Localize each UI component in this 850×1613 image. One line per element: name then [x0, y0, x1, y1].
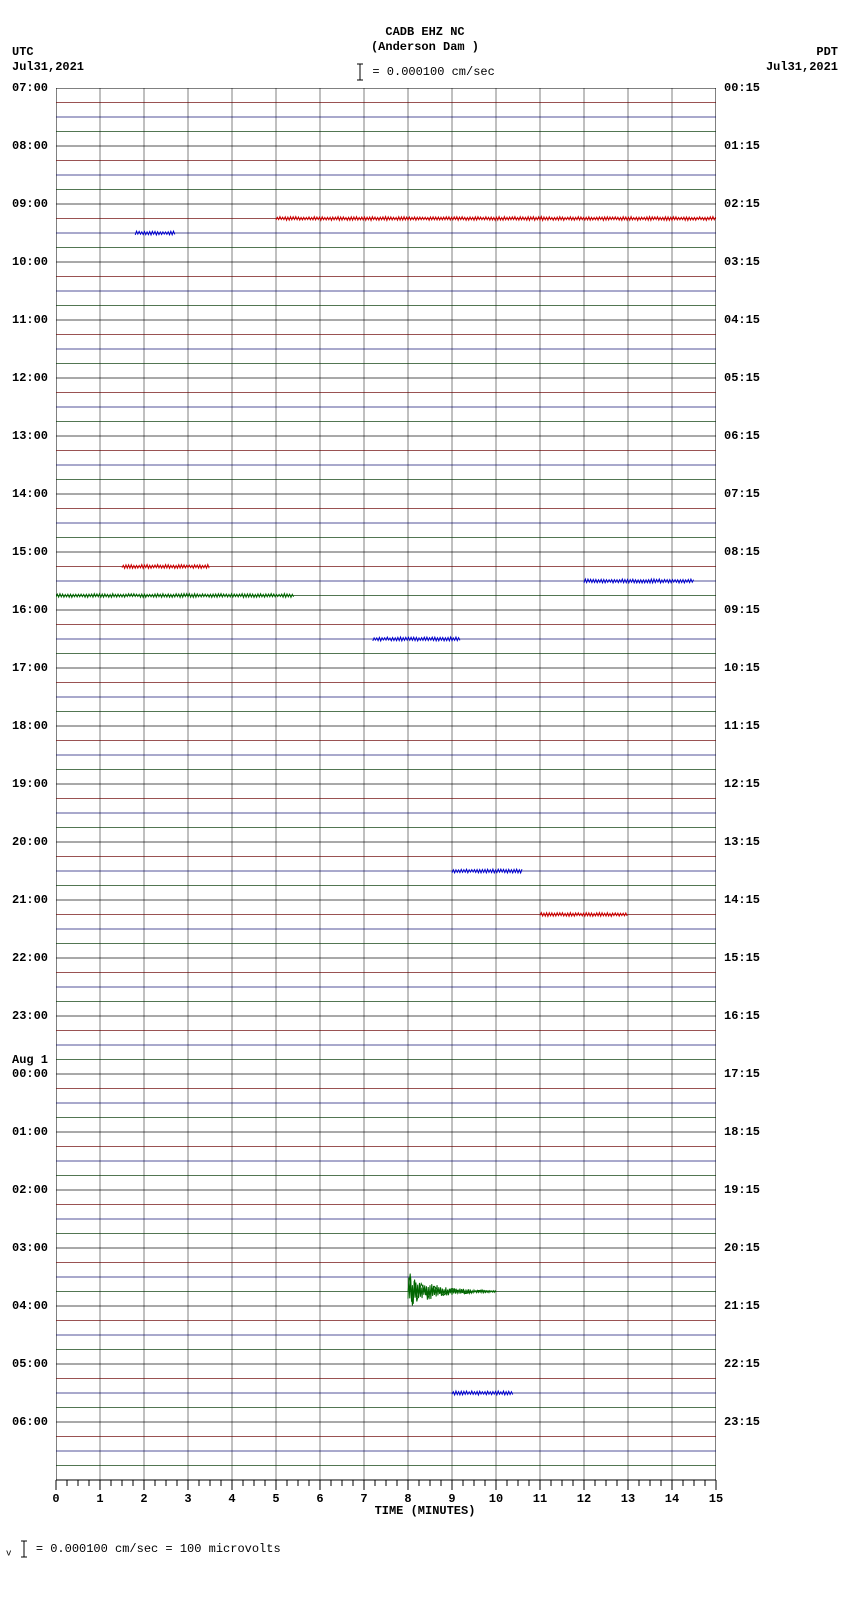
left-time-label: 15:00: [12, 545, 48, 559]
right-time-label: 00:15: [724, 81, 760, 95]
left-time-label: Aug 1: [12, 1053, 48, 1067]
right-time-label: 23:15: [724, 1415, 760, 1429]
station-title: CADB EHZ NC: [0, 25, 850, 39]
right-time-label: 17:15: [724, 1067, 760, 1081]
left-time-label: 13:00: [12, 429, 48, 443]
left-time-label: 16:00: [12, 603, 48, 617]
right-time-label: 04:15: [724, 313, 760, 327]
left-time-label: 11:00: [12, 313, 48, 327]
right-time-label: 21:15: [724, 1299, 760, 1313]
right-time-label: 03:15: [724, 255, 760, 269]
seismogram-page: CADB EHZ NC (Anderson Dam ) = 0.000100 c…: [0, 0, 850, 1613]
left-time-label: 21:00: [12, 893, 48, 907]
right-time-label: 19:15: [724, 1183, 760, 1197]
left-time-label: 17:00: [12, 661, 48, 675]
left-time-label: 02:00: [12, 1183, 48, 1197]
left-time-label: 23:00: [12, 1009, 48, 1023]
left-time-label: 05:00: [12, 1357, 48, 1371]
scale-label: = 0.000100 cm/sec: [372, 65, 494, 79]
left-time-label: 00:00: [12, 1067, 48, 1081]
right-time-label: 16:15: [724, 1009, 760, 1023]
footer-scale: v = 0.000100 cm/sec = 100 microvolts: [6, 1540, 281, 1559]
footer-small-v: v: [6, 1549, 11, 1559]
date-right-label: Jul31,2021: [766, 60, 838, 74]
scale-indicator: = 0.000100 cm/sec: [0, 63, 850, 81]
left-time-label: 04:00: [12, 1299, 48, 1313]
left-time-label: 09:00: [12, 197, 48, 211]
helicorder-plot: [56, 88, 716, 1480]
right-time-label: 07:15: [724, 487, 760, 501]
left-time-label: 20:00: [12, 835, 48, 849]
right-time-label: 14:15: [724, 893, 760, 907]
left-time-label: 01:00: [12, 1125, 48, 1139]
left-time-label: 22:00: [12, 951, 48, 965]
scale-bar-icon: [355, 63, 365, 81]
right-time-label: 02:15: [724, 197, 760, 211]
left-time-label: 10:00: [12, 255, 48, 269]
right-time-label: 08:15: [724, 545, 760, 559]
x-axis-label: TIME (MINUTES): [0, 1504, 850, 1518]
tz-right-label: PDT: [816, 45, 838, 59]
footer-text: = 0.000100 cm/sec = 100 microvolts: [36, 1542, 281, 1556]
station-location: (Anderson Dam ): [0, 40, 850, 54]
right-time-label: 11:15: [724, 719, 760, 733]
right-time-label: 09:15: [724, 603, 760, 617]
right-time-label: 13:15: [724, 835, 760, 849]
left-time-label: 14:00: [12, 487, 48, 501]
right-time-label: 10:15: [724, 661, 760, 675]
left-time-label: 18:00: [12, 719, 48, 733]
left-time-label: 08:00: [12, 139, 48, 153]
left-time-label: 19:00: [12, 777, 48, 791]
right-time-label: 06:15: [724, 429, 760, 443]
right-time-label: 22:15: [724, 1357, 760, 1371]
right-time-label: 05:15: [724, 371, 760, 385]
right-time-label: 15:15: [724, 951, 760, 965]
right-time-label: 12:15: [724, 777, 760, 791]
left-time-label: 06:00: [12, 1415, 48, 1429]
left-time-label: 03:00: [12, 1241, 48, 1255]
tz-left-label: UTC: [12, 45, 34, 59]
right-time-label: 18:15: [724, 1125, 760, 1139]
left-time-label: 12:00: [12, 371, 48, 385]
right-time-label: 20:15: [724, 1241, 760, 1255]
date-left-label: Jul31,2021: [12, 60, 84, 74]
footer-scale-bar-icon: [19, 1540, 29, 1558]
header: CADB EHZ NC (Anderson Dam ) = 0.000100 c…: [0, 25, 850, 85]
left-time-label: 07:00: [12, 81, 48, 95]
right-time-label: 01:15: [724, 139, 760, 153]
